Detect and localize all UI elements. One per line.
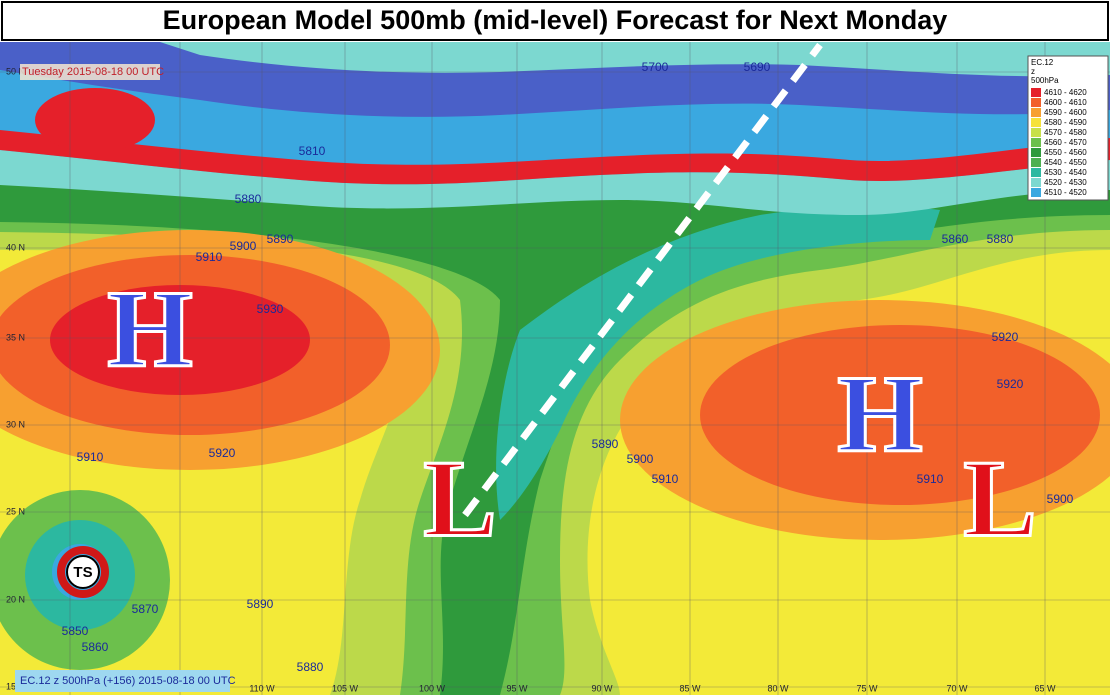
legend-level: 500hPa	[1031, 76, 1059, 85]
legend-box	[1027, 55, 1109, 201]
legend-swatch	[1031, 178, 1041, 187]
latitude-label: 25 N	[6, 506, 25, 516]
field-jet	[0, 130, 1110, 185]
legend-label: 4530 - 4540	[1044, 168, 1087, 177]
trough-axis	[462, 42, 823, 518]
legend-label: 4570 - 4580	[1044, 128, 1087, 137]
legend-label: 4600 - 4610	[1044, 98, 1087, 107]
field-teal	[496, 206, 940, 520]
contour-label: 5870	[132, 602, 159, 616]
contour-label: 5860	[82, 640, 109, 654]
contour-label: 5880	[235, 192, 262, 206]
contour-label: 5900	[1047, 492, 1074, 506]
legend-swatch	[1031, 188, 1041, 197]
legend-swatch	[1031, 158, 1041, 167]
low-pressure-label: L	[423, 437, 496, 559]
legend-swatch	[1031, 88, 1041, 97]
latitude-label: 30 N	[6, 419, 25, 429]
low-pressure-label: L	[963, 437, 1036, 559]
legend-label: 4510 - 4520	[1044, 188, 1087, 197]
longitude-label: 95 W	[506, 683, 528, 693]
legend-swatch	[1031, 118, 1041, 127]
contour-label: 5920	[992, 330, 1019, 344]
field-low-nw	[35, 88, 155, 152]
footer-box	[15, 670, 230, 692]
contour-label: 5910	[652, 472, 679, 486]
longitude-label: 80 W	[767, 683, 789, 693]
contour-label: 5900	[627, 452, 654, 466]
contour-label: 5890	[592, 437, 619, 451]
latitude-label: 35 N	[6, 332, 25, 342]
legend-swatch	[1031, 128, 1041, 137]
contour-label: 5700	[642, 60, 669, 74]
contour-label: 5810	[299, 144, 326, 158]
legend-label: 4520 - 4530	[1044, 178, 1087, 187]
storm-symbol	[66, 555, 100, 589]
latitude-label: 50 N	[6, 66, 25, 76]
contour-label: 5920	[997, 377, 1024, 391]
contour-label: 5910	[917, 472, 944, 486]
longitude-label: 105 W	[332, 683, 359, 693]
contour-label: 5920	[209, 446, 236, 460]
latitude-label: 20 N	[6, 594, 25, 604]
title: European Model 500mb (mid-level) Forecas…	[163, 5, 948, 35]
valid-time: Tuesday 2015-08-18 00 UTC	[22, 66, 164, 78]
contour-label: 5900	[230, 239, 257, 253]
longitude-label: 70 W	[946, 683, 968, 693]
contour-label: 5910	[77, 450, 104, 464]
longitude-label: 100 W	[419, 683, 446, 693]
title-bar	[1, 1, 1109, 41]
field-high-east-mid	[700, 325, 1100, 505]
valid-time-box	[20, 64, 160, 80]
legend-field: z	[1031, 67, 1035, 76]
contour-label: 5850	[62, 624, 89, 638]
legend-model: EC.12	[1031, 58, 1054, 67]
legend-swatch	[1031, 138, 1041, 147]
legend-swatch	[1031, 108, 1041, 117]
legend-swatch	[1031, 98, 1041, 107]
high-pressure-label: H	[107, 267, 193, 389]
legend-swatch	[1031, 148, 1041, 157]
longitude-label: 110 W	[249, 683, 275, 693]
contour-label: 5690	[744, 60, 771, 74]
storm-label: TS	[73, 564, 92, 581]
contour-label: 5860	[942, 232, 969, 246]
longitude-label: 90 W	[591, 683, 613, 693]
legend-label: 4550 - 4560	[1044, 148, 1087, 157]
contour-label: 5930	[257, 302, 284, 316]
legend-swatch	[1031, 168, 1041, 177]
legend-label: 4560 - 4570	[1044, 138, 1087, 147]
map-fields	[0, 42, 1110, 695]
contour-label: 5890	[267, 232, 294, 246]
legend-label: 4540 - 4550	[1044, 158, 1087, 167]
legend-label: 4610 - 4620	[1044, 88, 1087, 97]
footer: EC.12 z 500hPa (+156) 2015-08-18 00 UTC	[20, 675, 236, 687]
field-north-cyan	[160, 42, 1110, 77]
legend-label: 4590 - 4600	[1044, 108, 1087, 117]
storm-symbol-ring	[57, 546, 109, 598]
longitude-label: 65 W	[1034, 683, 1056, 693]
longitude-label: 85 W	[679, 683, 701, 693]
legend-label: 4580 - 4590	[1044, 118, 1087, 127]
contour-label: 5880	[297, 660, 324, 674]
contour-label: 5890	[247, 597, 274, 611]
latitude-label: 40 N	[6, 242, 25, 252]
high-pressure-label: H	[837, 352, 923, 474]
longitude-label: 75 W	[856, 683, 878, 693]
contour-label: 5880	[987, 232, 1014, 246]
contour-label: 5910	[196, 250, 223, 264]
